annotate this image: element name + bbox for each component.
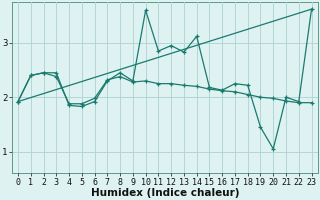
X-axis label: Humidex (Indice chaleur): Humidex (Indice chaleur) xyxy=(91,188,239,198)
